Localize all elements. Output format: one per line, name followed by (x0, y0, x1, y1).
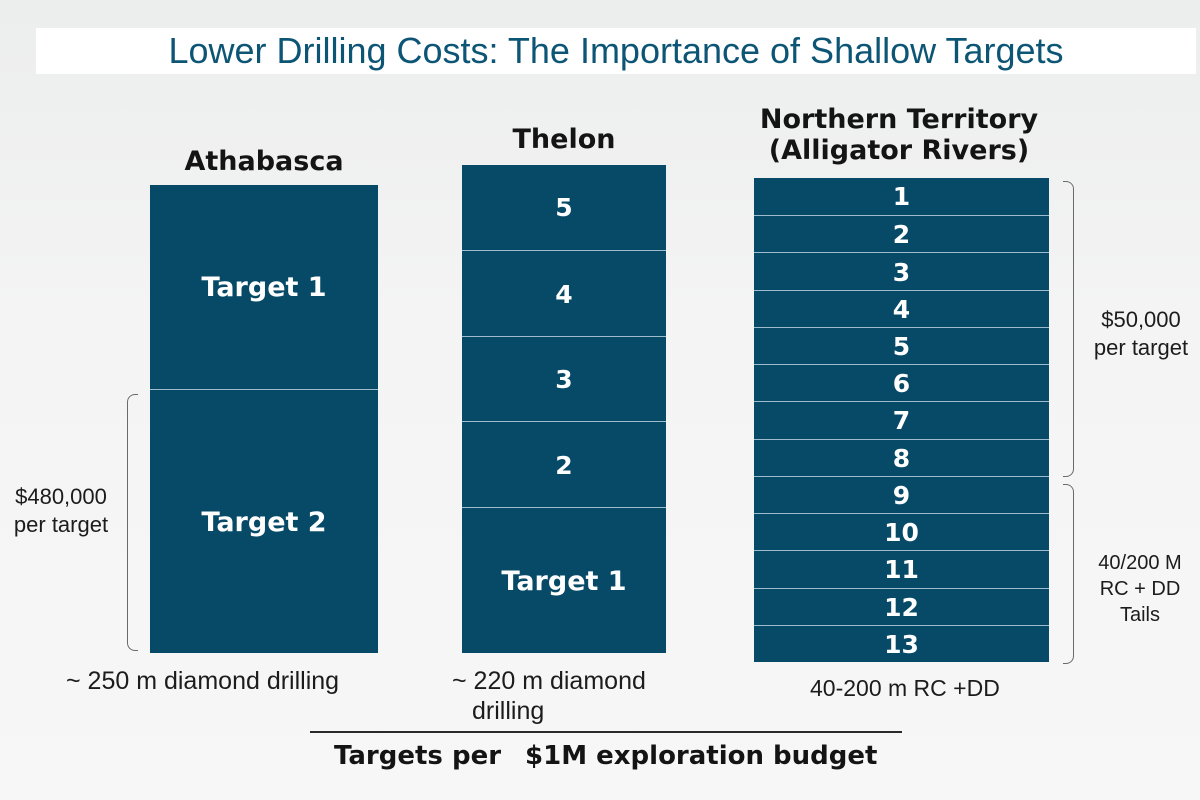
column-title-athabasca: Athabasca (184, 146, 344, 177)
column-title-northern-territory-line-2: (Alligator Rivers) (768, 135, 1030, 166)
northern-territory-target-1: 1 (892, 182, 911, 212)
thelon-drilling-line-1: ~ 220 m diamond (452, 667, 646, 695)
northern-territory-cost-amount: $50,000 (1101, 307, 1181, 332)
northern-territory-target-12: 12 (754, 587, 1049, 626)
athabasca-target-2: Target 2 (150, 389, 378, 654)
northern-territory-target-3: 3 (754, 252, 1049, 290)
athabasca-cost-note: $480,000 per target (0, 483, 122, 539)
northern-territory-target-6: 6 (754, 364, 1049, 402)
page-title: Lower Drilling Costs: The Importance of … (168, 30, 1064, 71)
northern-territory-method-line-2: RC + DD (1099, 578, 1181, 600)
thelon-target-3: 3 (462, 336, 666, 422)
athabasca-cost-unit: per target (13, 512, 109, 537)
title-band (36, 28, 1196, 74)
athabasca-cost-amount: $480,000 (15, 484, 107, 509)
northern-territory-target-7: 7 (754, 401, 1049, 439)
thelon-bar: 5 4 3 2 Target 1 (462, 165, 666, 653)
athabasca-target-1: Target 1 (201, 271, 327, 303)
footer-rule (310, 731, 902, 733)
athabasca-bar: Target 1 Target 2 (150, 185, 378, 653)
northern-territory-target-11: 11 (754, 550, 1049, 588)
column-title-thelon: Thelon (512, 124, 616, 155)
footer-caption-budget: $1M exploration budget (525, 741, 878, 771)
northern-territory-target-8: 8 (754, 438, 1049, 477)
thelon-drilling-note: ~ 220 m diamond drilling (452, 666, 692, 726)
thelon-target-5: 5 (555, 193, 573, 222)
thelon-drilling-line-2: drilling (472, 697, 545, 725)
athabasca-brace (127, 394, 138, 651)
thelon-target-2: 2 (462, 421, 666, 508)
footer-caption: Targets per $1M exploration budget (334, 741, 877, 771)
northern-territory-method-note: 40/200 M RC + DD Tails (1080, 550, 1200, 628)
northern-territory-bar: 1 2 3 4 5 6 7 8 9 10 11 12 13 (754, 178, 1049, 662)
thelon-target-4: 4 (462, 250, 666, 337)
northern-territory-target-4: 4 (754, 289, 1049, 328)
northern-territory-cost-unit: per target (1093, 335, 1189, 360)
northern-territory-target-13: 13 (754, 624, 1049, 663)
column-title-northern-territory-line-1: Northern Territory (759, 104, 1039, 135)
northern-territory-target-2: 2 (754, 215, 1049, 253)
northern-territory-target-5: 5 (754, 326, 1049, 365)
northern-territory-lower-brace (1063, 484, 1074, 664)
northern-territory-cost-note: $50,000 per target (1082, 306, 1200, 362)
athabasca-drilling-note: ~ 250 m diamond drilling (66, 667, 340, 695)
northern-territory-method-line-3: Tails (1119, 604, 1160, 626)
thelon-target-1: Target 1 (462, 507, 666, 654)
northern-territory-drilling-note: 40-200 m RC +DD (810, 675, 1000, 701)
northern-territory-upper-brace (1063, 181, 1074, 477)
column-title-northern-territory: Northern Territory (Alligator Rivers) (740, 104, 1058, 166)
northern-territory-method-line-1: 40/200 M (1098, 552, 1182, 574)
northern-territory-target-9: 9 (754, 475, 1049, 514)
northern-territory-target-10: 10 (754, 513, 1049, 551)
footer-caption-lead: Targets per (334, 741, 502, 771)
